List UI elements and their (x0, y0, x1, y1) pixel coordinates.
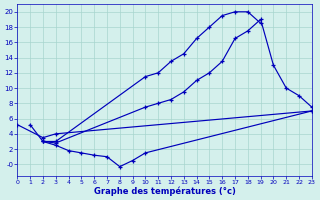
X-axis label: Graphe des températures (°c): Graphe des températures (°c) (94, 186, 236, 196)
